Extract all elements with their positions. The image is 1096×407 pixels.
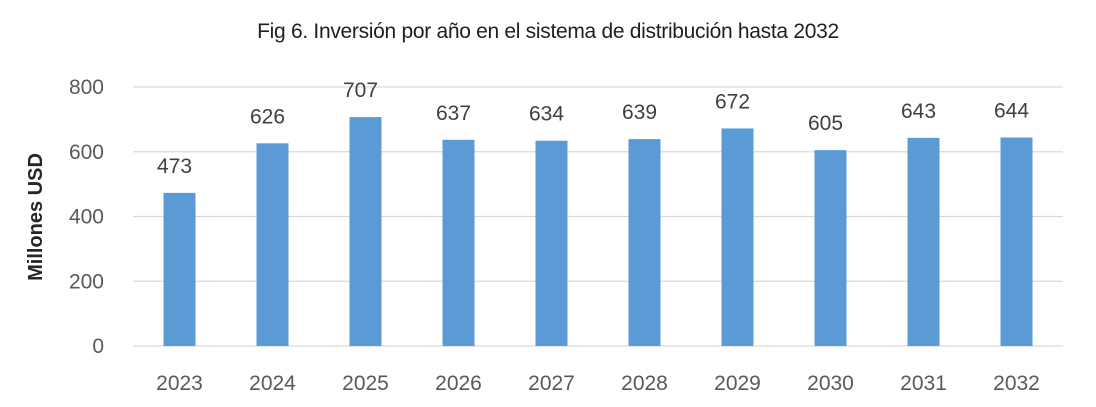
data-labels: 473 626 707 637 634 639 672 605 643 644: [157, 79, 1029, 178]
data-label-2031: 643: [901, 100, 936, 123]
x-tick-label: 2023: [156, 372, 203, 395]
bar-2031: [907, 137, 940, 346]
x-tick-label: 2027: [528, 372, 575, 395]
bar-2023: [163, 192, 196, 346]
x-tick-label: 2029: [714, 372, 761, 395]
x-tick-label: 2030: [807, 372, 854, 395]
bar-2027: [535, 140, 568, 346]
bar-2030: [814, 150, 847, 346]
y-tick-label: 0: [92, 335, 104, 358]
bars: [163, 117, 1033, 346]
data-label-2025: 707: [343, 79, 378, 102]
y-tick-label: 200: [69, 270, 104, 293]
x-tick-label: 2031: [900, 372, 947, 395]
y-tick-label: 400: [69, 206, 104, 229]
y-axis-title: Millones USD: [25, 153, 47, 281]
data-label-2028: 639: [622, 101, 657, 124]
bar-2024: [256, 143, 289, 346]
x-tick-label: 2032: [993, 372, 1040, 395]
data-label-2024: 626: [250, 105, 285, 128]
data-label-2026: 637: [436, 102, 471, 125]
bar-2029: [721, 128, 754, 346]
bar-2026: [442, 139, 475, 346]
x-tick-label: 2028: [621, 372, 668, 395]
data-label-2030: 605: [808, 112, 843, 135]
data-label-2029: 672: [715, 90, 750, 113]
data-label-2023: 473: [157, 155, 192, 178]
data-label-2032: 644: [994, 100, 1029, 123]
x-tick-label: 2025: [342, 372, 389, 395]
bar-2032: [1000, 137, 1033, 346]
bar-2025: [349, 117, 382, 346]
bar-2028: [628, 139, 661, 346]
y-tick-label: 600: [69, 141, 104, 164]
data-label-2027: 634: [529, 103, 564, 126]
x-tick-label: 2024: [249, 372, 296, 395]
x-tick-label: 2026: [435, 372, 482, 395]
x-axis-ticks: 2023 2024 2025 2026 2027 2028 2029 2030 2031 2032: [156, 372, 1040, 395]
chart-title: Fig 6. Inversión por año en el sistema d…: [257, 20, 839, 43]
y-axis-ticks: 0 200 400 600 800: [69, 76, 104, 358]
y-tick-label: 800: [69, 76, 104, 99]
